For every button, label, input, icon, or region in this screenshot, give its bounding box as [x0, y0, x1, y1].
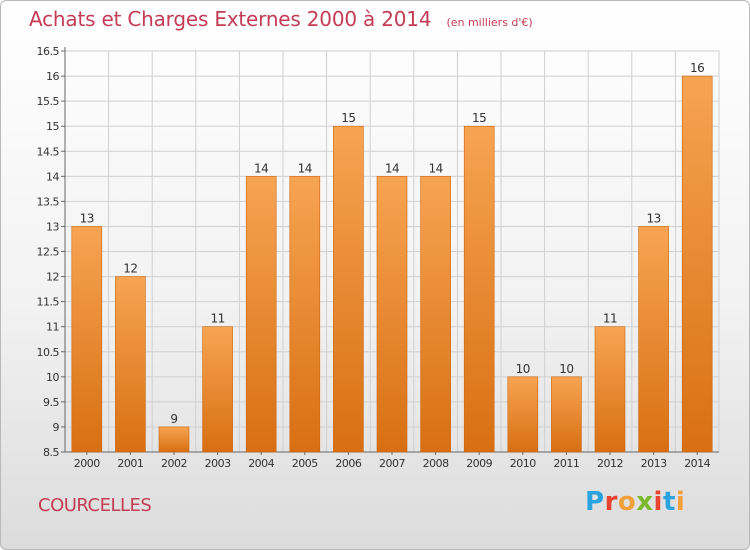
x-tick-label-2000: 2000	[74, 457, 100, 470]
data-label-2000: 13	[80, 211, 94, 225]
data-label-2005: 14	[298, 161, 312, 175]
bar-2007	[376, 176, 408, 453]
y-tick-label: 10.5	[37, 346, 60, 359]
y-tick-label: 12.5	[37, 246, 60, 259]
data-label-2004: 14	[254, 161, 268, 175]
logo-letter: P	[585, 487, 605, 517]
y-tick-label: 13	[46, 220, 59, 233]
tick-labels: 8.599.51010.51111.51212.51313.51414.5151…	[37, 45, 712, 470]
logo-letter: x	[636, 487, 654, 517]
data-label-2007: 14	[385, 161, 399, 175]
data-label-2012: 11	[603, 312, 617, 326]
bar-2012	[594, 326, 626, 453]
x-tick-label-2011: 2011	[553, 457, 579, 470]
bar-2008	[420, 176, 451, 453]
y-tick-label: 13.5	[37, 195, 60, 208]
logo-letter: t	[662, 487, 676, 517]
bar-2010	[507, 376, 539, 453]
data-label-2008: 14	[428, 161, 442, 175]
logo-letter: i	[653, 487, 663, 517]
x-tick-label-2014: 2014	[684, 457, 710, 470]
bar-2013	[638, 226, 669, 453]
y-tick-label: 12	[46, 271, 59, 284]
bar-2006	[333, 125, 364, 453]
bar-2001	[115, 276, 146, 453]
x-tick-label-2004: 2004	[248, 457, 274, 470]
y-tick-label: 9.5	[43, 396, 59, 409]
data-label-2014: 16	[690, 61, 704, 75]
data-label-2003: 11	[210, 312, 224, 326]
data-label-2013: 13	[646, 211, 660, 225]
bar-2003	[202, 326, 233, 453]
chart-title: Achats et Charges Externes 2000 à 2014	[29, 7, 432, 31]
y-tick-label: 16	[46, 70, 59, 83]
bars	[71, 75, 713, 453]
bar-2005	[289, 176, 321, 453]
x-tick-label-2007: 2007	[379, 457, 405, 470]
y-tick-label: 14	[46, 170, 59, 183]
x-tick-label-2008: 2008	[423, 457, 449, 470]
x-tick-label-2005: 2005	[292, 457, 318, 470]
x-tick-label-2010: 2010	[510, 457, 536, 470]
x-tick-label-2003: 2003	[205, 457, 231, 470]
y-tick-label: 15	[46, 120, 59, 133]
data-label-2010: 10	[516, 362, 530, 376]
x-tick-label-2001: 2001	[117, 457, 143, 470]
data-label-2001: 12	[123, 262, 137, 276]
y-tick-label: 14.5	[37, 145, 60, 158]
y-tick-label: 10	[46, 371, 59, 384]
logo-letter: i	[675, 487, 686, 517]
x-tick-label-2013: 2013	[641, 457, 667, 470]
bar-2004	[245, 176, 277, 453]
data-label-2011: 10	[559, 362, 573, 376]
x-tick-label-2009: 2009	[466, 457, 492, 470]
bar-2000	[71, 226, 103, 453]
data-label-2002: 9	[170, 412, 177, 426]
bar-2011	[551, 376, 582, 453]
y-tick-label: 11.5	[37, 296, 60, 309]
city-name: COURCELLES	[38, 495, 152, 516]
x-tick-label-2012: 2012	[597, 457, 623, 470]
data-label-2009: 15	[472, 111, 486, 125]
bar-2014	[681, 75, 713, 453]
proxiti-logo[interactable]: Proxiti	[585, 487, 685, 517]
data-label-2006: 15	[341, 111, 355, 125]
y-tick-label: 16.5	[37, 45, 60, 58]
data-labels: 13 12 9 11 14 14 15 14 14 15 10 10 11 13 16	[80, 61, 705, 426]
bar-2002	[158, 426, 190, 453]
y-tick-label: 11	[46, 321, 59, 334]
title-row: Achats et Charges Externes 2000 à 2014 (…	[29, 7, 533, 31]
x-tick-label-2002: 2002	[161, 457, 187, 470]
x-tick-label-2006: 2006	[335, 457, 361, 470]
logo-letter: o	[617, 487, 637, 517]
y-tick-label: 8.5	[43, 446, 59, 459]
bar-2009	[463, 125, 495, 453]
logo-letter: r	[604, 487, 618, 517]
y-tick-label: 9	[53, 421, 60, 434]
y-tick-label: 15.5	[37, 95, 60, 108]
chart-subtitle: (en milliers d'€)	[446, 16, 533, 29]
